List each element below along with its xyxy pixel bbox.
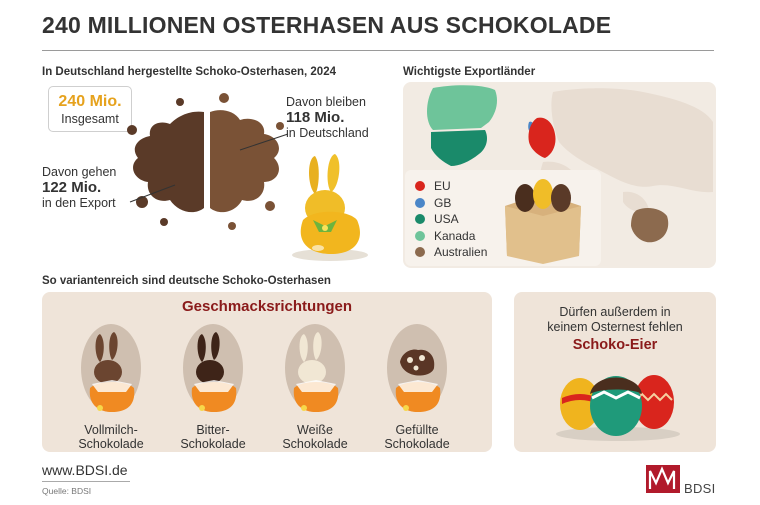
export-section-label: Wichtigste Exportländer (403, 66, 536, 78)
stay-annotation: Davon bleiben 118 Mio. in Deutschland (286, 95, 369, 141)
export-value: 122 Mio. (42, 179, 102, 196)
flavor-gefuellt: Gefüllte Schokolade (372, 322, 462, 451)
flavor-name: Bitter- Schokolade (168, 423, 258, 451)
legend-color-swatch (415, 214, 425, 225)
export-legend: EU GB USA Kanada Australien (405, 178, 575, 261)
stay-pre-text: Davon bleiben (286, 95, 366, 109)
australia-region (631, 208, 669, 243)
legend-color-swatch (415, 230, 425, 241)
flavor-name-line: Vollmilch- (84, 423, 138, 437)
page-title: 240 MILLIONEN OSTERHASEN AUS SCHOKOLADE (42, 12, 612, 38)
export-map (403, 82, 716, 268)
website-link[interactable]: www.BDSI.de (42, 462, 128, 478)
title-divider (42, 50, 714, 51)
variants-section-label: So variantenreich sind deutsche Schoko-O… (42, 275, 331, 287)
total-caption: Insgesamt (61, 112, 119, 126)
flavor-name-line: Schokolade (282, 437, 348, 451)
stay-post-text: in Deutschland (286, 126, 369, 140)
legend-label: Kanada (434, 228, 476, 243)
world-map-graphic (405, 85, 713, 266)
white-chocolate-bunny-icon (285, 324, 345, 412)
legend-label: EU (434, 179, 451, 194)
legend-item-eu: EU (405, 178, 575, 195)
website-underline (42, 481, 130, 482)
eggs-caption-line: keinem Osternest fehlen (547, 320, 683, 334)
bdsi-logo-text: BDSI (684, 481, 716, 496)
legend-item-gb: GB (405, 195, 575, 212)
flavor-name-line: Gefüllte (395, 423, 439, 437)
legend-label: Australien (434, 245, 488, 260)
usa-region (431, 130, 487, 166)
legend-color-swatch (415, 247, 425, 258)
export-post-text: in den Export (42, 196, 116, 210)
legend-item-australien: Australien (405, 244, 575, 261)
chocolate-splash-illustration (127, 93, 289, 230)
milk-chocolate-bunny-icon (81, 324, 141, 412)
production-section-label: In Deutschland hergestellte Schoko-Oster… (42, 66, 336, 78)
flavor-name: Vollmilch- Schokolade (66, 423, 156, 451)
export-half-splash (127, 98, 204, 226)
legend-color-swatch (415, 197, 425, 208)
flavor-name: Weiße Schokolade (270, 423, 360, 451)
eggs-caption: Dürfen außerdem in keinem Osternest fehl… (514, 305, 716, 335)
chocolate-eggs-illustration (556, 375, 680, 441)
flavors-heading: Geschmacksrichtungen (181, 298, 353, 315)
flavor-name-line: Bitter- (196, 423, 230, 437)
source-note: Quelle: BDSI (42, 486, 92, 496)
flavor-name-line: Schokolade (384, 437, 450, 451)
legend-item-usa: USA (405, 211, 575, 228)
canada-region (427, 85, 497, 130)
legend-color-swatch (415, 181, 425, 192)
flavor-name: Gefüllte Schokolade (372, 423, 462, 451)
flavor-vollmilch: Vollmilch- Schokolade (66, 322, 156, 451)
legend-item-kanada: Kanada (405, 228, 575, 245)
total-box: 240 Mio. Insgesamt (48, 86, 132, 132)
flavor-bitter: Bitter- Schokolade (168, 322, 258, 451)
flavor-weisse: Weiße Schokolade (270, 322, 360, 451)
gold-bunny-illustration (292, 154, 368, 261)
dark-chocolate-bunny-icon (183, 324, 243, 412)
total-value: 240 Mio. (58, 93, 122, 110)
stay-value: 118 Mio. (286, 109, 345, 126)
flavor-name-line: Schokolade (78, 437, 144, 451)
legend-label: GB (434, 195, 452, 210)
flavor-name-line: Schokolade (180, 437, 246, 451)
export-annotation: Davon gehen 122 Mio. in den Export (42, 165, 116, 211)
eggs-title: Schoko-Eier (572, 337, 658, 353)
export-pre-text: Davon gehen (42, 165, 117, 179)
stay-half-splash (210, 93, 284, 230)
legend-label: USA (434, 212, 459, 227)
bdsi-logo-icon (646, 465, 680, 493)
eggs-caption-line: Dürfen außerdem in (559, 305, 671, 319)
filled-chocolate-bunny-icon (387, 324, 447, 412)
eu-region (528, 117, 556, 158)
flavor-name-line: Weiße (297, 423, 333, 437)
